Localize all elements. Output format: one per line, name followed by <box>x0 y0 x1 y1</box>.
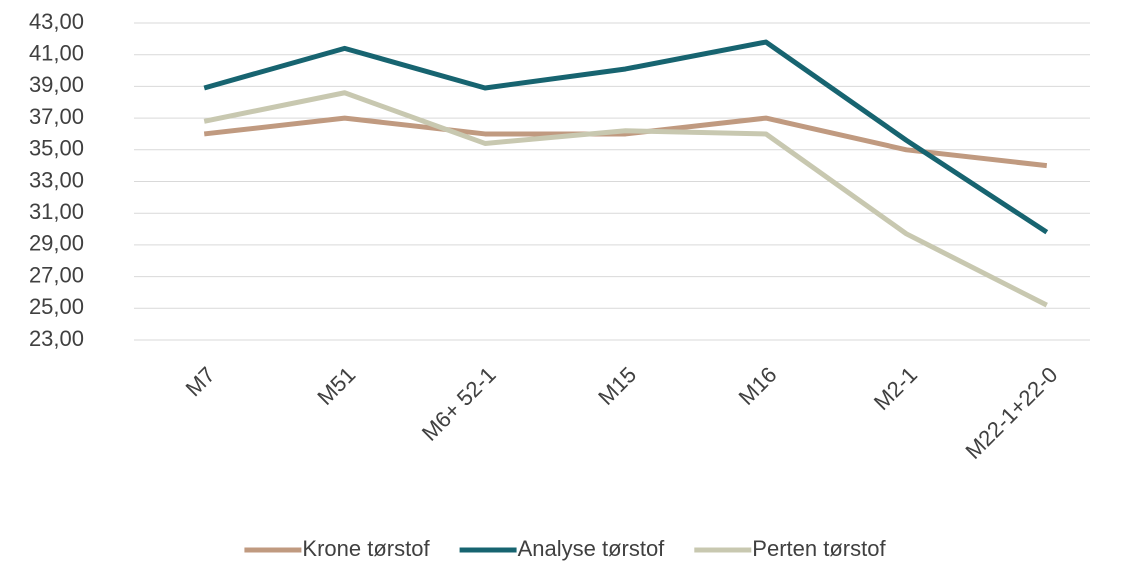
x-tick-label: M15 <box>593 362 641 410</box>
legend-label: Krone tørstof <box>302 536 430 561</box>
series-line <box>203 90 1048 308</box>
y-tick-label: 25,00 <box>29 294 84 319</box>
x-tick-label: M7 <box>181 362 220 401</box>
x-tick-label: M22-1+22-0 <box>960 362 1062 464</box>
y-tick-label: 31,00 <box>29 199 84 224</box>
y-tick-label: 41,00 <box>29 41 84 66</box>
legend-label: Perten tørstof <box>752 536 886 561</box>
series-line <box>203 115 1048 169</box>
y-tick-label: 39,00 <box>29 72 84 97</box>
series-line <box>203 39 1049 235</box>
y-tick-label: 27,00 <box>29 262 84 287</box>
y-tick-label: 23,00 <box>29 326 84 351</box>
x-tick-label: M6+ 52-1 <box>417 362 501 446</box>
x-tick-label: M51 <box>312 362 360 410</box>
y-tick-label: 35,00 <box>29 136 84 161</box>
legend-label: Analyse tørstof <box>518 536 666 561</box>
legend: Krone tørstof Analyse tørstof Perten tørst… <box>244 536 886 561</box>
y-tick-label: 43,00 <box>29 9 84 34</box>
y-tick-label: 37,00 <box>29 104 84 129</box>
y-tick-label: 29,00 <box>29 231 84 256</box>
y-tick-label: 33,00 <box>29 167 84 192</box>
x-tick-label: M2-1 <box>869 362 922 415</box>
x-tick-label: M16 <box>734 362 782 410</box>
